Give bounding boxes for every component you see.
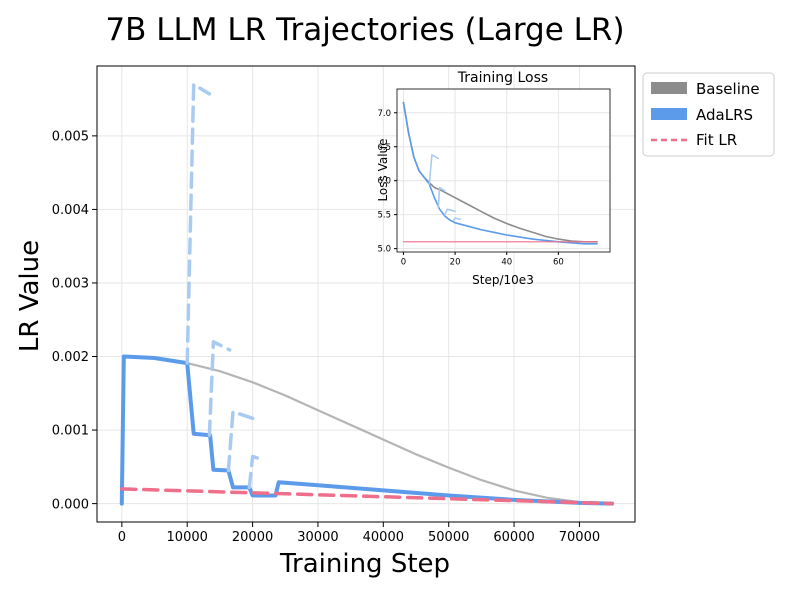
main-y-tick-label: 0.005 xyxy=(52,130,89,145)
main-y-tick-label: 0.003 xyxy=(52,277,89,292)
inset-series-probe-1 xyxy=(428,154,440,185)
inset-x-tick-label: 60 xyxy=(553,258,564,268)
main-x-tick-label: 60000 xyxy=(493,530,534,545)
inset-y-ticks: 5.0 5.5 6.0 6.5 7.0 xyxy=(377,109,397,255)
inset-series-probe-2 xyxy=(437,186,446,209)
main-series-probe-3 xyxy=(226,409,255,473)
inset-x-tick-label: 40 xyxy=(501,258,512,268)
legend-swatch-adalrs xyxy=(651,108,687,120)
inset-x-ticks: 0 20 40 60 xyxy=(401,252,564,268)
legend-swatch-baseline xyxy=(651,82,687,94)
main-y-tick-label: 0.001 xyxy=(52,424,89,439)
inset-plot-frame xyxy=(396,88,611,253)
main-x-tick-label: 30000 xyxy=(297,530,338,545)
inset-y-tick-label: 7.0 xyxy=(377,109,391,119)
inset-y-axis-label: Loss Value xyxy=(376,138,390,201)
inset-loss-chart: 0 20 40 60 5.0 5.5 6.0 6.5 7.0 Training Loss St… xyxy=(376,70,611,287)
main-series-probe-2 xyxy=(207,340,232,437)
inset-title: Training Loss xyxy=(457,70,548,86)
chart-title: 7B LLM LR Trajectories (Large LR) xyxy=(105,12,624,48)
main-x-tick-label: 40000 xyxy=(363,530,404,545)
inset-y-tick-label: 6.5 xyxy=(377,143,391,153)
main-y-tick-label: 0.000 xyxy=(52,497,89,512)
main-series-probe-1 xyxy=(185,82,212,365)
inset-grid xyxy=(397,89,610,252)
main-plot-frame xyxy=(96,65,636,523)
main-y-tick-label: 0.002 xyxy=(52,350,89,365)
main-x-ticks: 0 10000 20000 30000 40000 50000 60000 70000 xyxy=(118,522,600,545)
legend-label-fit-lr: Fit LR xyxy=(696,131,737,149)
main-y-ticks: 0.000 0.001 0.002 0.003 0.004 0.005 xyxy=(52,130,97,512)
main-y-tick-label: 0.004 xyxy=(52,203,89,218)
main-x-tick-label: 20000 xyxy=(232,530,273,545)
inset-x-tick-label: 0 xyxy=(401,258,406,268)
legend-label-baseline: Baseline xyxy=(696,80,760,98)
inset-series-probe-3 xyxy=(443,208,456,216)
y-axis-label: LR Value xyxy=(15,240,45,352)
main-series-probe-4 xyxy=(247,454,265,490)
main-series-group xyxy=(119,82,615,506)
main-x-tick-label: 10000 xyxy=(167,530,208,545)
main-series-fit-lr xyxy=(120,487,614,506)
main-x-tick-label: 0 xyxy=(118,530,126,545)
inset-x-tick-label: 20 xyxy=(450,258,461,268)
legend: Baseline AdaLRS Fit LR xyxy=(642,72,775,157)
inset-y-tick-label: 5.5 xyxy=(377,211,391,221)
main-x-tick-label: 70000 xyxy=(559,530,600,545)
legend-label-adalrs: AdaLRS xyxy=(696,106,753,124)
inset-series-probe-4 xyxy=(452,217,462,221)
inset-x-axis-label: Step/10e3 xyxy=(472,273,534,287)
inset-y-tick-label: 5.0 xyxy=(377,245,391,255)
inset-series-adalrs xyxy=(402,101,598,245)
main-x-tick-label: 50000 xyxy=(428,530,469,545)
inset-series-group xyxy=(402,101,598,245)
x-axis-label: Training Step xyxy=(279,549,450,579)
inset-y-tick-label: 6.0 xyxy=(377,177,391,187)
